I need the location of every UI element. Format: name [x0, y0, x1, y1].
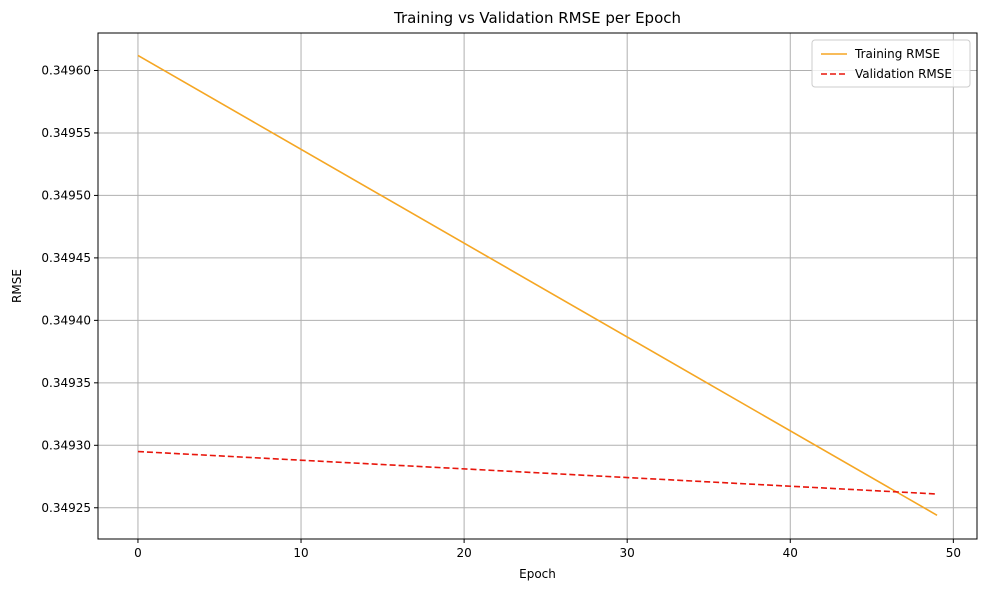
y-tick-label: 0.34925 — [41, 501, 91, 515]
x-tick-label: 0 — [134, 546, 142, 560]
y-tick-label: 0.34960 — [41, 63, 91, 77]
x-tick-label: 30 — [620, 546, 635, 560]
ticks: 0 10 20 30 40 50 0.34925 0.34930 0.34935 0.34940 0… — [41, 63, 961, 560]
series-line-training — [137, 54, 938, 516]
legend-box — [811, 39, 971, 88]
x-tick-label: 20 — [456, 546, 471, 560]
y-tick-label: 0.34930 — [41, 438, 91, 452]
legend-label-validation: Validation RMSE — [855, 67, 952, 81]
x-tick-label: 10 — [293, 546, 308, 560]
chart-title: Training vs Validation RMSE per Epoch — [393, 9, 681, 27]
x-axis-label: Epoch — [519, 567, 556, 581]
y-tick-label: 0.34950 — [41, 188, 91, 202]
legend: Training RMSE Validation RMSE — [811, 39, 971, 88]
y-tick-label: 0.34935 — [41, 376, 91, 390]
plot-frame — [97, 32, 978, 540]
series-layer — [137, 54, 938, 516]
series-line-validation — [137, 450, 938, 495]
y-tick-label: 0.34945 — [41, 251, 91, 265]
y-axis-label: RMSE — [10, 269, 24, 303]
x-tick-label: 40 — [783, 546, 798, 560]
legend-label-training: Training RMSE — [854, 47, 940, 61]
y-tick-label: 0.34955 — [41, 126, 91, 140]
y-tick-label: 0.34940 — [41, 313, 91, 327]
x-tick-label: 50 — [946, 546, 961, 560]
